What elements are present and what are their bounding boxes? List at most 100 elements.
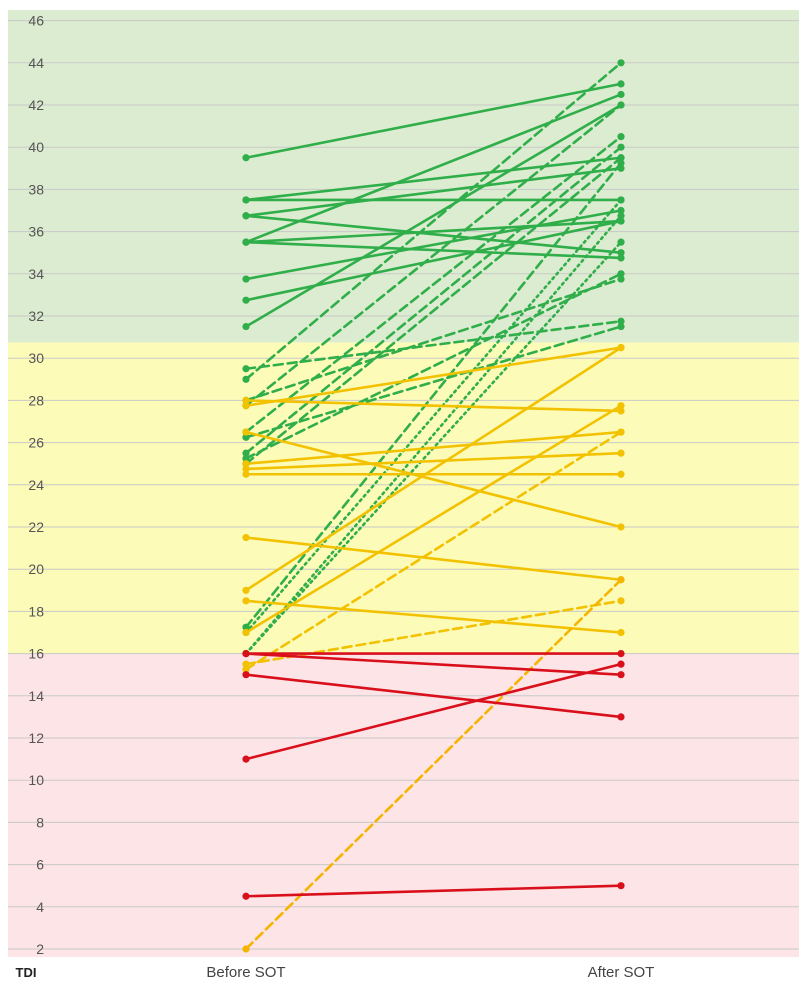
y-tick-12: 12 — [28, 730, 44, 746]
series-39-point-0 — [242, 671, 250, 679]
series-line-22 — [244, 214, 623, 655]
series-20-point-1 — [617, 159, 625, 167]
series-13-point-1 — [617, 275, 625, 283]
series-line-31 — [244, 346, 623, 592]
series-line-3 — [244, 214, 623, 254]
series-line-24 — [244, 399, 623, 413]
y-tick-4: 4 — [36, 899, 44, 915]
series-18-point-1 — [617, 270, 625, 278]
series-28-point-0 — [242, 465, 250, 473]
series-line-16 — [244, 325, 623, 439]
band-0 — [8, 653, 799, 957]
series-38-point-0 — [242, 650, 250, 658]
series-4-point-1 — [617, 164, 625, 172]
series-35-point-1 — [617, 428, 625, 436]
y-tick-42: 42 — [28, 97, 44, 113]
series-line-30 — [244, 536, 623, 582]
y-tick-32: 32 — [28, 308, 44, 324]
series-14-point-1 — [617, 101, 625, 109]
series-line-40 — [244, 662, 623, 761]
series-9-point-0 — [242, 296, 250, 304]
y-tick-10: 10 — [28, 772, 44, 788]
series-23-point-1 — [617, 238, 625, 246]
series-41-point-1 — [617, 882, 625, 890]
series-29-point-1 — [617, 470, 625, 478]
series-line-26 — [244, 430, 623, 529]
series-line-33 — [244, 404, 623, 634]
y-tick-26: 26 — [28, 435, 44, 451]
series-9-point-1 — [617, 217, 625, 225]
series-40-point-1 — [617, 660, 625, 668]
series-line-39 — [244, 673, 623, 719]
series-7-point-0 — [242, 238, 250, 246]
series-24-point-1 — [617, 407, 625, 415]
series-29-point-0 — [242, 470, 250, 478]
series-38-point-1 — [617, 671, 625, 679]
series-26-point-1 — [617, 523, 625, 531]
y-tick-16: 16 — [28, 646, 44, 662]
y-tick-36: 36 — [28, 224, 44, 240]
y-tick-28: 28 — [28, 392, 44, 408]
category-label-before: Before SOT — [206, 964, 285, 981]
series-0-point-0 — [242, 154, 250, 162]
y-tick-8: 8 — [36, 814, 44, 830]
series-36-point-1 — [617, 576, 625, 584]
y-tick-46: 46 — [28, 13, 44, 29]
series-27-point-0 — [242, 460, 250, 468]
band-2 — [8, 10, 799, 343]
series-line-38 — [244, 652, 623, 677]
series-10-point-0 — [242, 322, 250, 331]
series-12-point-1 — [617, 59, 625, 67]
series-line-35 — [244, 430, 623, 671]
series-26-point-0 — [242, 428, 250, 436]
series-21-point-1 — [617, 196, 625, 204]
series-33-point-0 — [242, 628, 250, 637]
y-tick-38: 38 — [28, 181, 44, 197]
y-tick-40: 40 — [28, 139, 44, 155]
y-tick-18: 18 — [28, 603, 44, 619]
series-8-point-1 — [617, 206, 625, 215]
series-line-11 — [244, 319, 623, 371]
series-28-point-1 — [617, 449, 625, 457]
series-line-10 — [244, 103, 623, 328]
series-8-point-0 — [242, 275, 250, 283]
series-line-17 — [244, 145, 623, 455]
y-axis-tick-labels: 2468101214161820222426283032343638404244… — [28, 13, 44, 957]
series-line-32 — [244, 599, 623, 634]
y-tick-20: 20 — [28, 561, 44, 577]
y-tick-24: 24 — [28, 477, 44, 493]
series-line-21 — [244, 198, 623, 634]
series-line-18 — [244, 272, 623, 460]
series-3-point-1 — [617, 249, 625, 257]
series-2-point-0 — [242, 196, 250, 204]
series-19-point-1 — [617, 154, 625, 162]
series-line-19 — [244, 156, 623, 466]
category-label-after: After SOT — [588, 964, 655, 981]
y-tick-44: 44 — [28, 55, 44, 71]
series-points — [242, 59, 625, 953]
series-24-point-0 — [242, 396, 250, 404]
series-32-point-1 — [617, 628, 625, 637]
series-line-25 — [244, 346, 623, 407]
series-33-point-1 — [617, 402, 625, 410]
series-0-point-1 — [617, 80, 625, 88]
series-16-point-0 — [242, 433, 250, 441]
y-tick-22: 22 — [28, 519, 44, 535]
series-line-14 — [244, 103, 623, 407]
series-line-8 — [244, 209, 623, 281]
x-axis-label: TDI — [16, 965, 37, 980]
series-line-1 — [244, 156, 623, 202]
series-11-point-1 — [617, 317, 625, 325]
series-line-27 — [244, 430, 623, 466]
series-17-point-1 — [617, 143, 625, 151]
series-31-point-1 — [617, 344, 625, 352]
series-15-point-1 — [617, 133, 625, 141]
series-lines — [244, 61, 623, 951]
series-12-point-0 — [242, 375, 250, 383]
y-tick-14: 14 — [28, 688, 44, 704]
y-tick-30: 30 — [28, 350, 44, 366]
series-line-13 — [244, 277, 623, 402]
series-40-point-0 — [242, 755, 250, 763]
y-tick-2: 2 — [36, 941, 44, 957]
series-7-point-1 — [617, 254, 625, 262]
